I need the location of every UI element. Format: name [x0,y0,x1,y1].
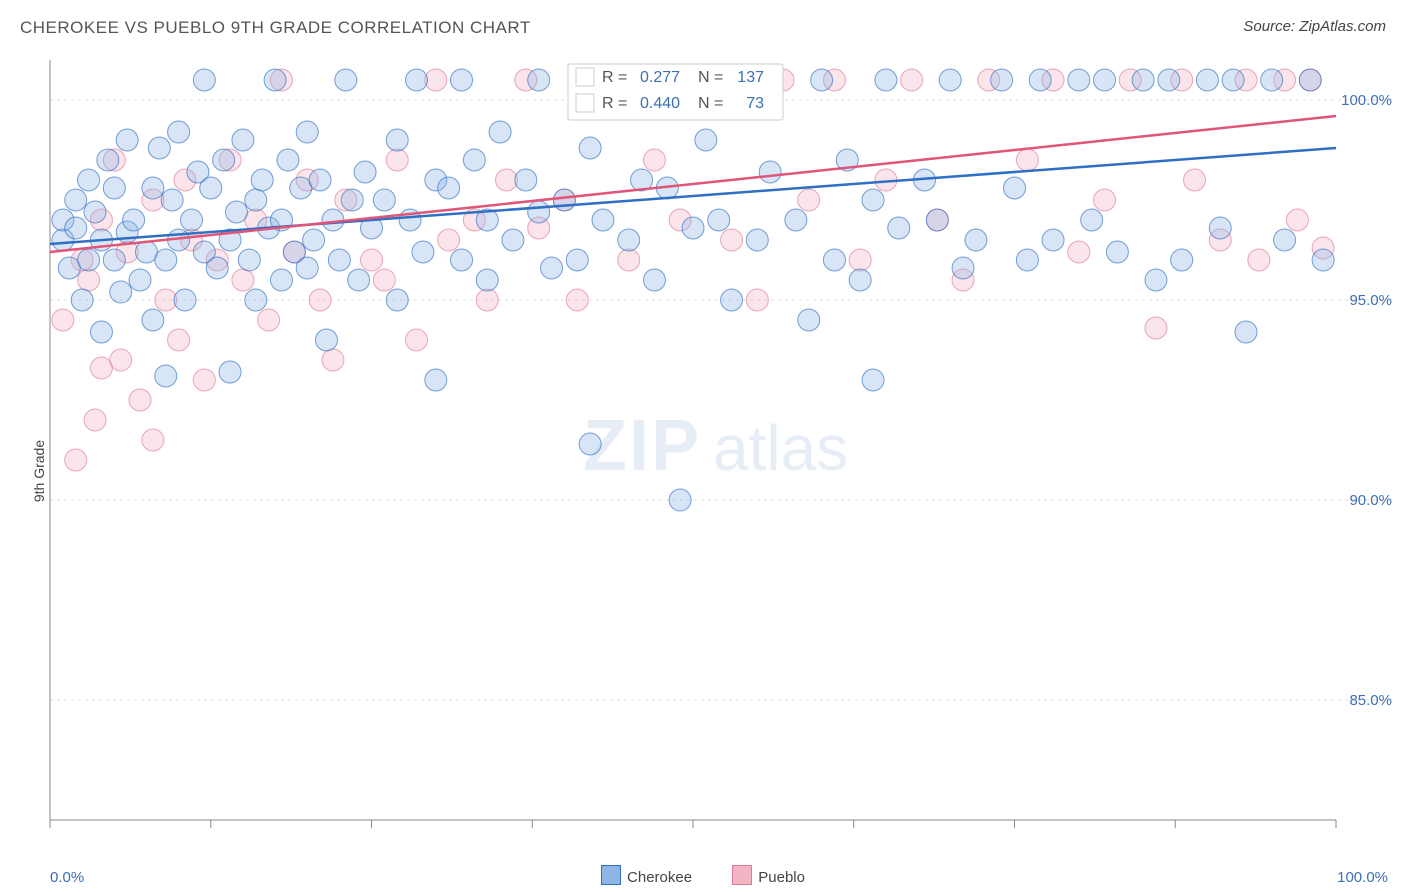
legend-swatch-cherokee [601,865,621,885]
chart-title: CHEROKEE VS PUEBLO 9TH GRADE CORRELATION… [20,18,1386,38]
svg-text:85.0%: 85.0% [1349,692,1392,709]
svg-text:R =: R = [602,95,627,112]
svg-text:90.0%: 90.0% [1349,492,1392,509]
svg-text:73: 73 [746,95,764,112]
source-attribution: Source: ZipAtlas.com [1243,18,1386,35]
svg-text:N =: N = [698,69,723,86]
chart-area: 9th Grade 85.0%90.0%95.0%100.0%ZIPatlasR… [0,50,1406,892]
source-prefix: Source: [1243,18,1299,35]
y-axis-label: 9th Grade [31,440,47,502]
svg-text:0.277: 0.277 [640,69,680,86]
svg-text:137: 137 [737,69,764,86]
source-name: ZipAtlas.com [1299,18,1386,35]
svg-text:95.0%: 95.0% [1349,292,1392,309]
svg-text:atlas: atlas [713,412,848,484]
legend-swatch-pueblo [732,865,752,885]
legend-label-cherokee: Cherokee [627,869,692,886]
svg-text:N =: N = [698,95,723,112]
legend-label-pueblo: Pueblo [758,869,805,886]
svg-text:R =: R = [602,69,627,86]
scatter-svg: 85.0%90.0%95.0%100.0%ZIPatlasR =0.277N =… [0,50,1406,860]
legend-item-cherokee: Cherokee [601,869,696,886]
legend-item-pueblo: Pueblo [732,869,805,886]
svg-text:100.0%: 100.0% [1341,92,1392,109]
legend-bottom: Cherokee Pueblo [0,865,1406,886]
svg-text:0.440: 0.440 [640,95,680,112]
